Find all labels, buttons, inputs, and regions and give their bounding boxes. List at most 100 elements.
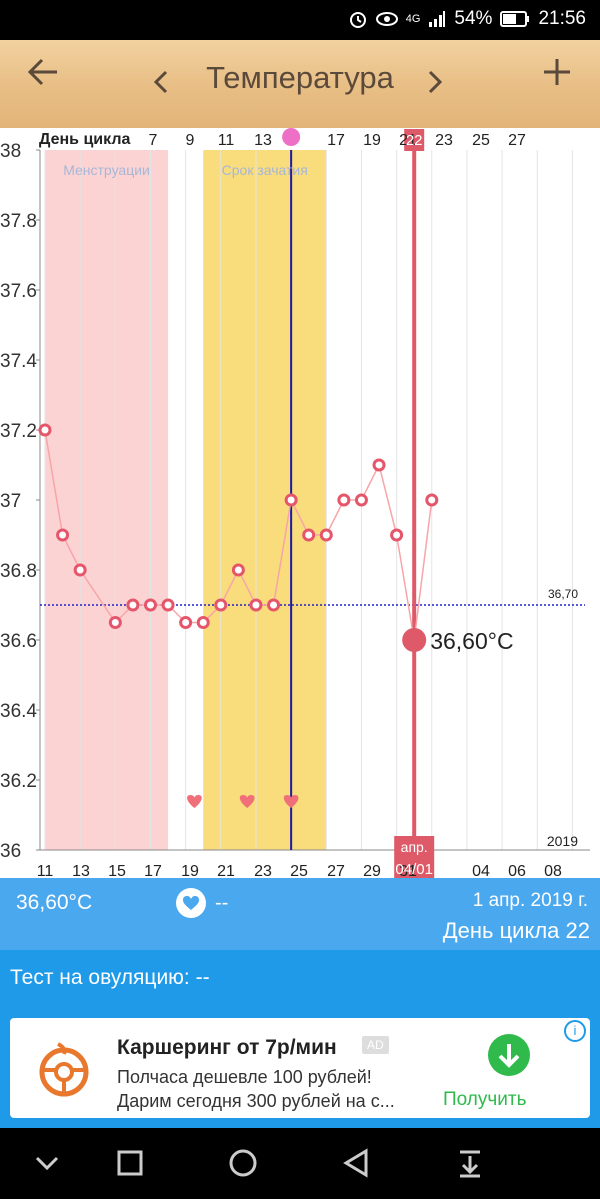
alarm-icon xyxy=(349,12,366,28)
heart-icon[interactable] xyxy=(283,795,299,808)
y-tick-label: 36 xyxy=(0,841,21,862)
y-tick-label: 37.2 xyxy=(0,421,37,442)
coverline-label: 36,70 xyxy=(548,587,578,601)
y-tick-label: 36.6 xyxy=(0,631,37,652)
ad-badge: AD xyxy=(362,1036,389,1054)
temperature-point[interactable] xyxy=(425,493,439,507)
temperature-point[interactable] xyxy=(143,598,157,612)
prev-period-button[interactable] xyxy=(152,62,170,104)
chart-svg[interactable]: 38 37.8 37.6 37.4 37.2 37 36.8 36.6 36.4 36.2 36 М… xyxy=(0,128,600,880)
band-label: Менструации xyxy=(63,162,150,178)
cycle-day-label: 17 xyxy=(327,132,345,149)
plus-icon xyxy=(544,59,570,85)
eye-icon xyxy=(375,12,398,26)
download-arrow-icon xyxy=(498,1044,520,1068)
app-bar: Температура xyxy=(0,40,600,128)
date-label: 23 xyxy=(254,863,272,878)
band-1 xyxy=(203,150,327,850)
temperature-point[interactable] xyxy=(73,563,87,577)
date-label: 17 xyxy=(144,863,162,878)
selected-cycle-day-label: 22 xyxy=(406,132,423,149)
temperature-point[interactable] xyxy=(196,616,210,629)
date-label: 08 xyxy=(544,863,562,878)
network-label: 4G xyxy=(405,13,421,25)
heart-icon[interactable] xyxy=(187,795,202,808)
y-tick-label: 37.8 xyxy=(0,211,37,232)
date-label: 04 xyxy=(472,863,490,878)
date-label: 19 xyxy=(181,863,199,878)
date-label: 11 xyxy=(37,863,54,878)
temperature-point[interactable] xyxy=(56,528,70,542)
y-tick-label: 37.6 xyxy=(0,281,37,302)
heart-icon xyxy=(183,896,199,910)
system-nav-bar xyxy=(0,1128,600,1199)
temperature-point[interactable] xyxy=(126,598,140,612)
status-icons: 4G 54% 21:56 xyxy=(348,8,586,30)
heart-icon[interactable] xyxy=(239,795,255,808)
chevron-down-icon[interactable] xyxy=(34,1146,60,1180)
cycle-day-label: 27 xyxy=(508,132,526,149)
ad-info-icon[interactable]: i xyxy=(564,1020,586,1042)
temperature-point[interactable] xyxy=(372,458,386,472)
square-icon[interactable] xyxy=(116,1146,144,1180)
info-temperature: 36,60°C xyxy=(16,891,93,914)
temperature-point[interactable] xyxy=(108,616,122,629)
circle-icon[interactable] xyxy=(228,1146,258,1180)
temperature-point[interactable] xyxy=(249,598,263,612)
temperature-point[interactable] xyxy=(161,598,175,612)
temperature-line xyxy=(44,429,433,641)
date-label: 15 xyxy=(108,863,126,878)
temperature-point[interactable] xyxy=(390,528,404,542)
arrow-left-icon xyxy=(27,58,57,86)
add-button[interactable] xyxy=(542,54,572,96)
ovulation-test-row[interactable]: Тест на овуляцию: -- xyxy=(0,950,600,1008)
cycle-day-label: 7 xyxy=(149,132,158,149)
ad-line-1: Полчаса дешевле 100 рублей! xyxy=(117,1067,372,1087)
triangle-back-icon[interactable] xyxy=(342,1146,370,1180)
selected-temperature-label: 36,60°C xyxy=(430,628,513,654)
info-cycle-day: День цикла 22 xyxy=(442,918,590,943)
ovulation-egg-icon xyxy=(282,128,301,146)
temperature-point[interactable] xyxy=(231,563,245,577)
temperature-point[interactable] xyxy=(319,528,333,542)
info-intercourse-value: -- xyxy=(215,892,229,914)
battery-icon xyxy=(500,11,530,27)
download-icon[interactable] xyxy=(456,1146,484,1180)
temperature-point[interactable] xyxy=(337,493,351,507)
ovulation-test-label: Тест на овуляцию: -- xyxy=(10,966,210,989)
back-button[interactable] xyxy=(26,54,60,96)
day-info-panel[interactable]: 36,60°C -- 1 апр. 2019 г. День цикла 22 xyxy=(0,878,600,950)
temperature-point[interactable] xyxy=(354,493,368,507)
temperature-point[interactable] xyxy=(284,493,298,507)
date-label: 31 xyxy=(399,863,417,878)
intercourse-toggle[interactable] xyxy=(176,888,206,918)
ad-download-button[interactable] xyxy=(488,1034,530,1076)
date-label: 21 xyxy=(217,863,235,878)
temperature-point[interactable] xyxy=(38,423,52,437)
info-date: 1 апр. 2019 г. xyxy=(472,890,588,911)
band-0 xyxy=(45,150,169,850)
date-label: 13 xyxy=(72,863,90,878)
ad-banner[interactable]: Каршеринг от 7р/мин AD Полчаса дешевле 1… xyxy=(10,1018,590,1118)
y-tick-label: 38 xyxy=(0,141,21,162)
ad-line-2: Дарим сегодня 300 рублей на с... xyxy=(117,1091,395,1111)
temperature-point[interactable] xyxy=(179,616,193,629)
next-period-button[interactable] xyxy=(426,62,444,104)
chevron-left-icon xyxy=(153,70,168,94)
temperature-chart[interactable]: 38 37.8 37.6 37.4 37.2 37 36.8 36.6 36.4 36.2 36 М… xyxy=(0,128,600,880)
temperature-point[interactable] xyxy=(302,528,316,542)
cycle-day-label: 23 xyxy=(435,132,453,149)
selected-cycle-day-badge xyxy=(404,129,425,151)
date-label: 27 xyxy=(327,863,345,878)
battery-percent: 54% xyxy=(454,8,493,29)
ad-button-label[interactable]: Получить xyxy=(443,1089,527,1110)
chevron-right-icon xyxy=(428,70,443,94)
selected-date-month: апр. xyxy=(401,839,428,855)
temperature-point[interactable] xyxy=(267,598,281,612)
signal-icon xyxy=(429,11,446,27)
cycle-day-label: 21 xyxy=(399,132,417,149)
selected-temperature-point[interactable] xyxy=(402,628,427,652)
temperature-point[interactable] xyxy=(214,598,228,612)
page-title: Температура xyxy=(206,60,394,95)
selected-date-value: 04/01 xyxy=(395,861,433,878)
